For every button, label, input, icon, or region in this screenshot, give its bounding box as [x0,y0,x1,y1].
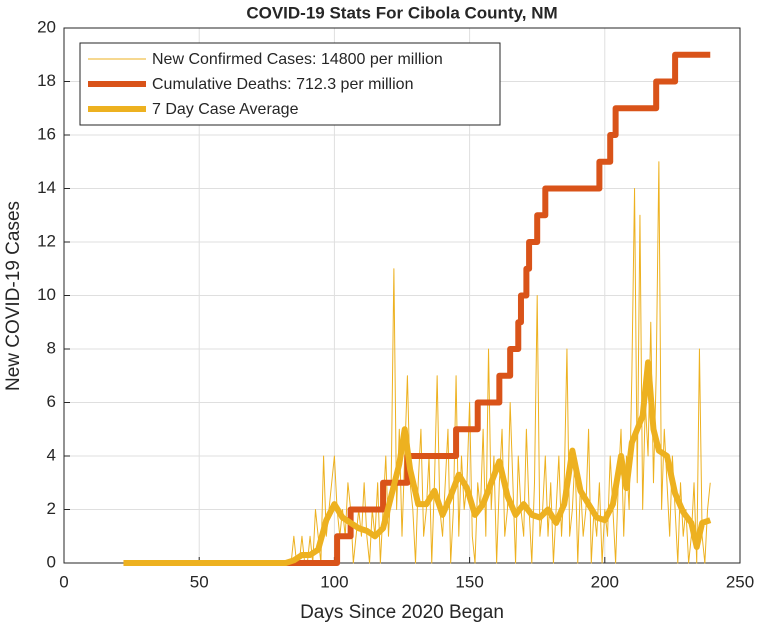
legend-box [79,42,501,126]
x-axis-label: Days Since 2020 Began [300,602,504,623]
legend: New Confirmed Cases: 14800 per million Cu… [79,42,501,126]
y-tick-label: 8 [47,338,56,357]
plot-frame [63,27,741,564]
y-tick-label: 10 [37,285,56,304]
y-tick-label: 20 [37,17,56,36]
y-axis-label: New COVID-19 Cases [3,201,24,391]
y-tick-label: 18 [37,71,56,90]
y-tick-label: 12 [37,231,56,250]
x-tick-label: 150 [455,572,483,591]
x-tick-label: 250 [726,572,754,591]
x-tick-label: 200 [591,572,619,591]
y-tick-label: 14 [37,178,56,197]
legend-label: Cumulative Deaths: 712.3 per million [152,76,413,93]
y-tick-label: 0 [47,552,56,571]
y-tick-label: 2 [47,499,56,518]
x-tick-label: 50 [190,572,209,591]
y-tick-label: 6 [47,392,56,411]
x-tick-label: 0 [59,572,68,591]
legend-label: 7 Day Case Average [152,101,299,118]
data-line [123,359,712,566]
y-tick-label: 4 [47,445,56,464]
x-tick-label: 100 [320,572,348,591]
legend-label: New Confirmed Cases: 14800 per million [152,51,443,68]
chart-title: COVID-19 Stats For Cibola County, NM [246,3,557,22]
y-tick-label: 16 [37,124,56,143]
